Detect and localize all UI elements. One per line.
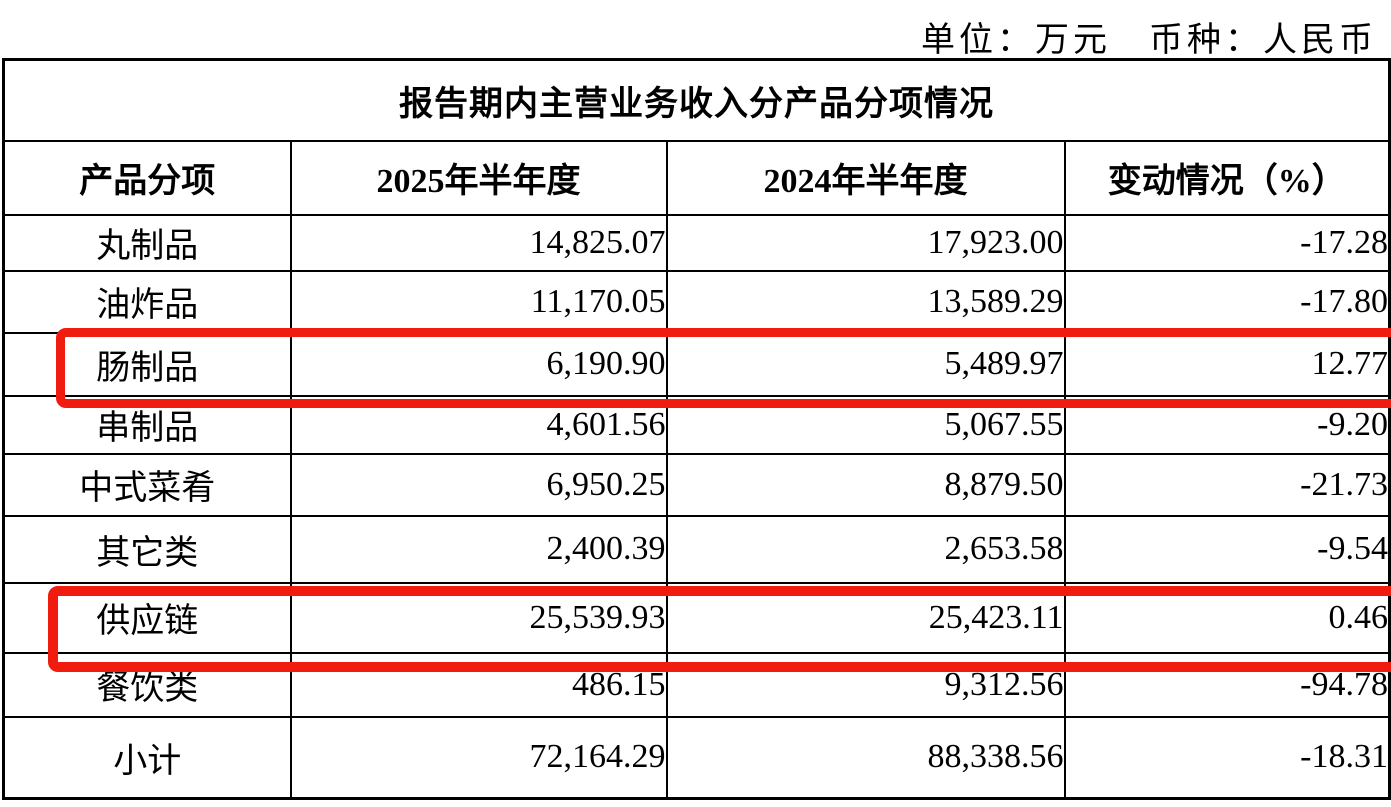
value-2024-cell: 5,489.97 (665, 331, 1066, 397)
value-2025-cell: 6,190.90 (289, 331, 668, 397)
value-2024-cell: 25,423.11 (665, 581, 1066, 654)
value-2024-cell: 9,312.56 (665, 651, 1066, 718)
product-name-cell: 丸制品 (2, 213, 292, 272)
value-2025-cell: 11,170.05 (289, 269, 668, 334)
column-header-2025-half-year: 2025年半年度 (289, 139, 668, 216)
product-name-cell: 油炸品 (2, 269, 292, 334)
product-name-cell: 小计 (2, 715, 292, 800)
change-percent-cell: -21.73 (1063, 452, 1391, 517)
table-row: 其它类 2,400.39 2,653.58 -9.54 (2, 514, 1391, 584)
table-row: 餐饮类 486.15 9,312.56 -94.78 (2, 651, 1391, 718)
value-2024-cell: 2,653.58 (665, 514, 1066, 584)
table-row-highlighted-supply-chain: 供应链 25,539.93 25,423.11 0.46 (2, 581, 1391, 654)
value-2024-cell: 5,067.55 (665, 394, 1066, 455)
product-name-cell: 供应链 (2, 581, 292, 654)
table-row: 中式菜肴 6,950.25 8,879.50 -21.73 (2, 452, 1391, 517)
table-title-row: 报告期内主营业务收入分产品分项情况 (2, 58, 1391, 142)
table-row-subtotal: 小计 72,164.29 88,338.56 -18.31 (2, 715, 1391, 800)
value-2024-cell: 88,338.56 (665, 715, 1066, 800)
value-2025-cell: 4,601.56 (289, 394, 668, 455)
product-name-cell: 中式菜肴 (2, 452, 292, 517)
change-percent-cell: -94.78 (1063, 651, 1391, 718)
change-percent-cell: -9.54 (1063, 514, 1391, 584)
value-2024-cell: 8,879.50 (665, 452, 1066, 517)
change-percent-cell: 12.77 (1063, 331, 1391, 397)
value-2025-cell: 486.15 (289, 651, 668, 718)
value-2025-cell: 14,825.07 (289, 213, 668, 272)
product-name-cell: 肠制品 (2, 331, 292, 397)
table-row: 丸制品 14,825.07 17,923.00 -17.28 (2, 213, 1391, 272)
column-header-product: 产品分项 (2, 139, 292, 216)
change-percent-cell: 0.46 (1063, 581, 1391, 654)
table-row-highlighted-sausage-products: 肠制品 6,190.90 5,489.97 12.77 (2, 331, 1391, 397)
product-name-cell: 串制品 (2, 394, 292, 455)
column-header-2024-half-year: 2024年半年度 (665, 139, 1066, 216)
change-percent-cell: -17.28 (1063, 213, 1391, 272)
table-row: 油炸品 11,170.05 13,589.29 -17.80 (2, 269, 1391, 334)
value-2025-cell: 6,950.25 (289, 452, 668, 517)
table-row: 串制品 4,601.56 5,067.55 -9.20 (2, 394, 1391, 455)
unit-currency-note: 单位：万元 币种：人民币 (921, 22, 1377, 59)
change-percent-cell: -17.80 (1063, 269, 1391, 334)
value-2024-cell: 17,923.00 (665, 213, 1066, 272)
product-name-cell: 其它类 (2, 514, 292, 584)
value-2025-cell: 72,164.29 (289, 715, 668, 800)
change-percent-cell: -18.31 (1063, 715, 1391, 800)
revenue-by-product-table: 报告期内主营业务收入分产品分项情况 产品分项 2025年半年度 2024年半年度… (2, 58, 1391, 800)
value-2024-cell: 13,589.29 (665, 269, 1066, 334)
product-name-cell: 餐饮类 (2, 651, 292, 718)
value-2025-cell: 2,400.39 (289, 514, 668, 584)
change-percent-cell: -9.20 (1063, 394, 1391, 455)
table-title: 报告期内主营业务收入分产品分项情况 (2, 58, 1391, 142)
column-header-change-percent: 变动情况（%） (1063, 139, 1391, 216)
value-2025-cell: 25,539.93 (289, 581, 668, 654)
table-header-row: 产品分项 2025年半年度 2024年半年度 变动情况（%） (2, 139, 1391, 216)
